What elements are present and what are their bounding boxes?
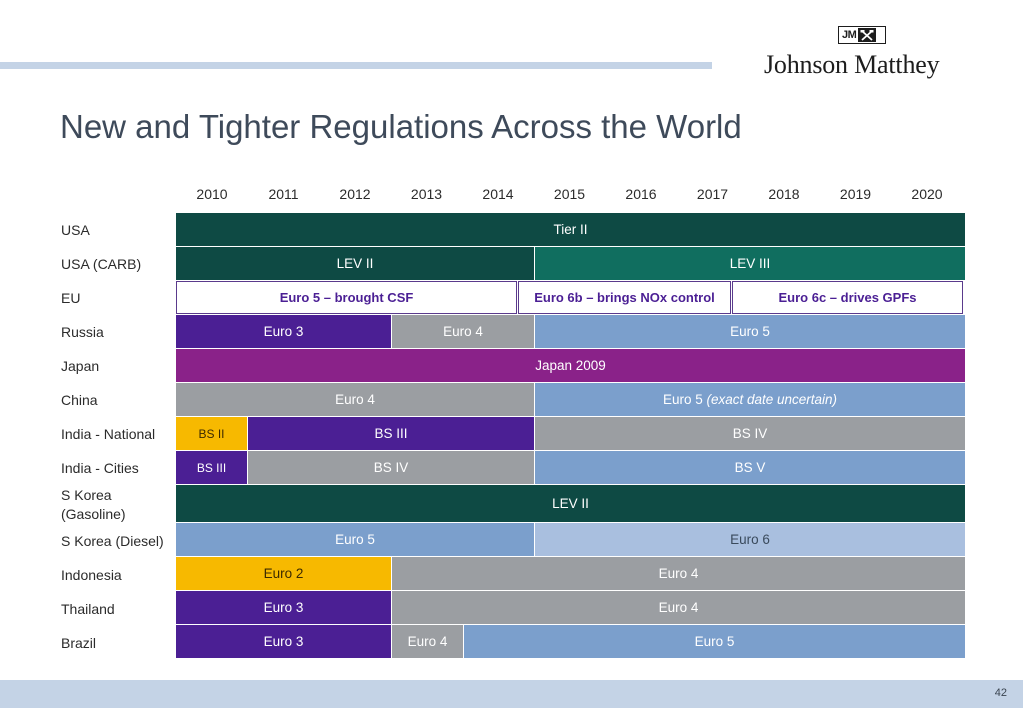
bar-russia-euro4: Euro 4 (392, 315, 534, 348)
year-label: 2011 (268, 186, 299, 202)
bar-india-national-bs-ii: BS II (176, 417, 247, 450)
bar-brazil-euro3: Euro 3 (176, 625, 391, 658)
year-label: 2020 (911, 186, 943, 202)
row-label-russia: Russia (61, 324, 104, 340)
year-label: 2014 (482, 186, 514, 202)
row-label-brazil: Brazil (61, 635, 97, 651)
row-label-india-cities: India - Cities (61, 460, 139, 476)
bar-skorea-diesel-euro6: Euro 6 (535, 523, 965, 556)
year-label: 2010 (196, 186, 228, 202)
bar-indonesia-euro2: Euro 2 (176, 557, 391, 590)
bar-brazil-euro4: Euro 4 (392, 625, 463, 658)
bar-usa-tier-ii: Tier II (176, 213, 965, 246)
slide-title: New and Tighter Regulations Across the W… (60, 108, 742, 145)
logo-badge: JM (838, 26, 886, 44)
row-label-thailand: Thailand (61, 601, 115, 617)
bar-carb-lev-ii: LEV II (176, 247, 534, 280)
year-header: 2010 2011 2012 2013 2014 2015 2016 2017 … (176, 186, 965, 206)
row-label-usa: USA (61, 222, 90, 238)
bar-china-euro5-note: (exact date uncertain) (706, 392, 838, 407)
row-label-japan: Japan (61, 358, 100, 374)
bar-india-national-bs-iv: BS IV (535, 417, 965, 450)
bar-india-cities-bs-iv: BS IV (248, 451, 534, 484)
year-label: 2012 (339, 186, 371, 202)
bar-indonesia-euro4: Euro 4 (392, 557, 965, 590)
bar-china-euro5: Euro 5 (exact date uncertain) (535, 383, 965, 416)
row-label-usa-carb: USA (CARB) (61, 256, 142, 272)
bar-thailand-euro3: Euro 3 (176, 591, 391, 624)
top-divider (0, 62, 712, 69)
row-label-china: China (61, 392, 98, 408)
page-number: 42 (994, 687, 1007, 699)
year-label: 2017 (696, 186, 729, 202)
bar-carb-lev-iii: LEV III (535, 247, 965, 280)
row-label-skorea-diesel: S Korea (Diesel) (61, 533, 164, 549)
bar-skorea-gasoline-lev-ii: LEV II (176, 485, 965, 522)
bar-india-cities-bs-v: BS V (535, 451, 965, 484)
bar-russia-euro5: Euro 5 (535, 315, 965, 348)
bar-russia-euro3: Euro 3 (176, 315, 391, 348)
row-label-india-national: India - National (61, 426, 156, 442)
bar-brazil-euro5: Euro 5 (464, 625, 965, 658)
crossed-hammers-icon (858, 28, 877, 42)
bar-eu-euro6b: Euro 6b – brings NOx control (518, 281, 731, 314)
bar-india-national-bs-iii: BS III (248, 417, 534, 450)
row-label-skorea-gasoline: S Korea (Gasoline) (61, 486, 126, 524)
footer-bar: 42 (0, 680, 1023, 708)
bar-japan-2009: Japan 2009 (176, 349, 965, 382)
year-label: 2019 (839, 186, 872, 202)
year-label: 2015 (553, 186, 586, 202)
bar-china-euro4: Euro 4 (176, 383, 534, 416)
row-label-line: (Gasoline) (61, 506, 126, 522)
year-label: 2016 (625, 186, 657, 202)
bar-skorea-diesel-euro5: Euro 5 (176, 523, 534, 556)
logo-badge-text: JM (842, 29, 857, 41)
year-label: 2018 (768, 186, 800, 202)
bar-india-cities-bs-iii: BS III (176, 451, 247, 484)
row-label-indonesia: Indonesia (61, 567, 122, 583)
bar-china-euro5-label: Euro 5 (662, 392, 703, 407)
row-label-eu: EU (61, 290, 81, 306)
year-label: 2013 (410, 186, 443, 202)
row-label-line: S Korea (61, 487, 112, 503)
company-logo: JM Johnson Matthey (760, 24, 965, 84)
logo-wordmark: Johnson Matthey (764, 50, 940, 79)
bar-thailand-euro4: Euro 4 (392, 591, 965, 624)
bar-eu-euro6c: Euro 6c – drives GPFs (732, 281, 963, 314)
bar-eu-euro5: Euro 5 – brought CSF (176, 281, 517, 314)
